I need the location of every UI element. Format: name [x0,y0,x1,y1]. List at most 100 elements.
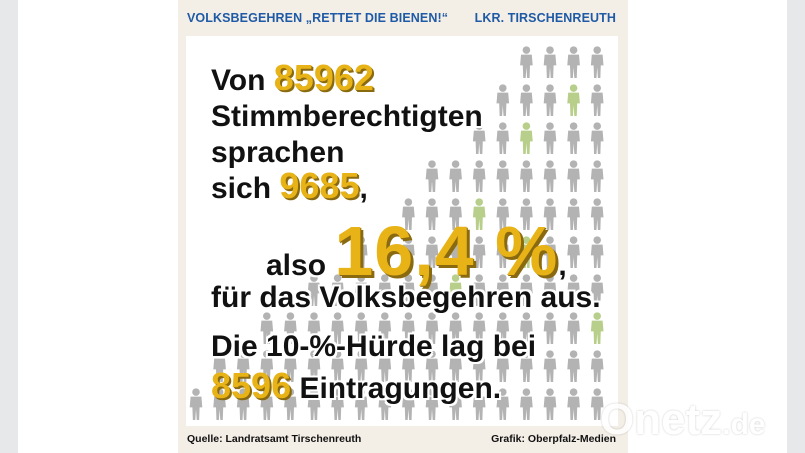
person-icon [402,198,415,230]
person-icon [543,236,557,268]
person-icon [284,388,297,420]
person-icon [236,388,250,420]
comma-2: , [558,249,567,282]
person-icon [543,274,557,306]
person-icon [425,274,439,306]
people-pictogram [189,46,604,420]
person-icon [284,312,297,344]
person-icon [260,312,274,344]
person-icon [590,198,604,230]
person-icon [260,350,274,382]
infographic-card: VOLKSBEGEHREN „RETTET DIE BIENEN!“ LKR. … [178,0,628,453]
person-icon [567,388,580,420]
watermark-brand: Onetz [600,395,723,444]
person-icon [378,388,392,420]
text-line-4: sich 9685, [211,168,368,204]
person-icon-green [472,198,486,230]
person-icon [496,122,510,154]
text-line-1: Von 85962 [211,60,374,96]
right-margin [787,0,805,453]
text-line-7: Die 10-%-Hürde lag bei [211,330,537,363]
watermark-tld: .de [722,408,766,441]
person-icon [496,388,510,420]
person-icon [472,312,486,344]
person-icon [590,160,604,192]
person-icon [590,236,604,268]
text-line-6: für das Volksbegehren aus. [211,281,601,314]
person-icon [520,350,533,382]
person-icon [567,160,580,192]
person-icon [567,312,580,344]
person-icon [354,274,368,306]
person-icon [449,312,462,344]
person-icon [402,312,415,344]
person-icon [331,312,344,344]
person-icon [590,122,604,154]
person-icon [590,46,604,78]
person-icon [590,388,604,420]
person-icon [425,312,439,344]
person-icon [378,274,392,306]
person-icon [449,160,462,192]
comma-1: , [359,172,368,205]
person-icon-green [590,312,604,344]
text-line-5: also 16,4 %, [266,216,567,286]
person-icon [425,236,439,268]
person-icon-green [449,274,462,306]
person-icon [354,388,368,420]
person-icon [543,312,557,344]
person-icon [425,160,439,192]
person-icon [354,312,368,344]
left-margin [0,0,18,453]
person-icon [520,198,533,230]
graphic-credit: Grafik: Oberpfalz-Medien [491,433,616,445]
person-icon [567,274,580,306]
eligible-voters-number: 85962 [273,57,374,98]
person-icon [567,46,580,78]
infographic-title: VOLKSBEGEHREN „RETTET DIE BIENEN!“ [187,11,449,25]
person-icon [307,388,321,420]
person-icon [354,236,368,268]
person-icon [496,350,510,382]
person-icon [520,274,533,306]
person-icon [331,388,344,420]
person-icon [520,84,533,116]
person-icon [543,160,557,192]
person-icon [331,274,344,306]
person-icon [449,388,462,420]
person-icon [496,198,510,230]
person-icon [236,350,250,382]
infographic-panel: Von 85962 Stimmberechtigten sprachen sic… [186,36,618,426]
person-icon [449,350,462,382]
person-icon [543,388,557,420]
person-icon [590,274,604,306]
person-icon [213,388,226,420]
person-icon [520,312,533,344]
percentage-number: 16,4 % [334,212,559,290]
person-icon [425,388,439,420]
text-line-3: sprachen [211,136,345,169]
person-icon [425,198,439,230]
person-icon [189,388,203,420]
person-icon [307,274,321,306]
person-icon [472,160,486,192]
eintragungen-label: Eintragungen. [299,372,502,405]
person-icon [543,198,557,230]
person-icon [402,274,415,306]
person-icon [449,236,462,268]
person-icon-green [567,84,580,116]
person-icon [378,312,392,344]
person-icon [543,46,557,78]
person-icon [496,84,510,116]
person-icon [472,236,486,268]
person-icon [590,84,604,116]
person-icon [472,388,486,420]
person-icon [543,122,557,154]
person-icon [496,312,510,344]
sich-label: sich [211,172,272,205]
also-label: also [266,249,327,282]
person-icon [543,350,557,382]
person-icon [472,350,486,382]
person-icon [567,122,580,154]
person-icon [260,388,274,420]
